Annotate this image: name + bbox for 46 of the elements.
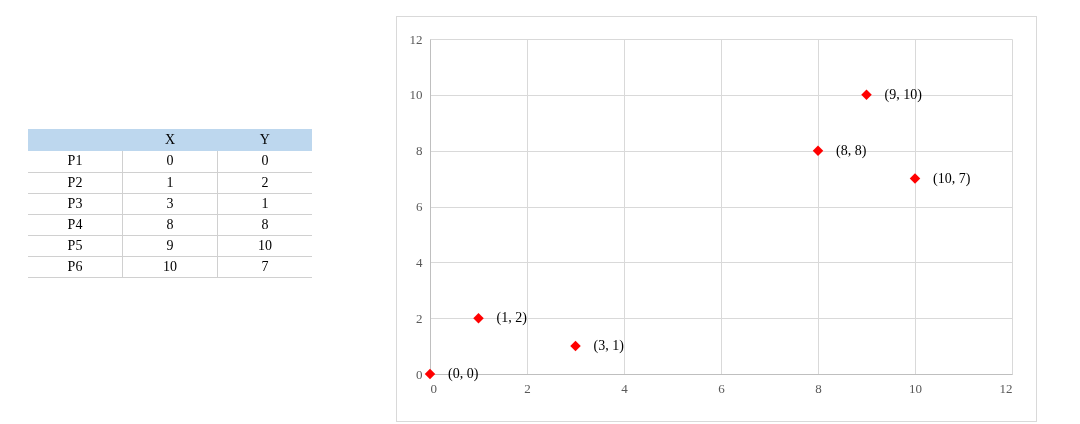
y-tick-label: 0 [416, 366, 423, 382]
data-label: (9, 10) [884, 86, 923, 103]
x-tick-label: 2 [524, 380, 531, 396]
data-label: 3 [122, 193, 218, 214]
y-tick-label: 2 [416, 310, 423, 326]
data-label: 1 [122, 172, 218, 193]
data-label: (0, 0) [448, 366, 479, 382]
data-label: 10 [217, 235, 312, 256]
data-label: 8 [122, 214, 218, 235]
data-label: 10 [122, 256, 218, 277]
data-label: 8 [217, 214, 312, 235]
data-label: 7 [217, 256, 312, 277]
point [473, 312, 484, 324]
point [424, 368, 436, 380]
category-label: P3 [28, 193, 123, 214]
data-label: (3, 1) [593, 338, 625, 355]
y-tick-label: 10 [409, 87, 423, 103]
data-label: (8, 8) [836, 142, 867, 159]
x-tick-label: 10 [909, 380, 922, 396]
data-label: 0 [122, 151, 218, 172]
x-tick-label: 12 [999, 380, 1013, 396]
category-label: P4 [28, 214, 123, 235]
point [861, 89, 872, 101]
data-label: (10, 7) [933, 170, 971, 187]
x-tick-label: 8 [815, 380, 822, 396]
category-label: P2 [28, 172, 123, 193]
data-label: 9 [122, 235, 218, 256]
x-tick-label: 4 [621, 380, 629, 396]
text: X [122, 129, 218, 151]
y-tick-label: 4 [416, 254, 423, 270]
point [570, 340, 581, 352]
x-tick-label: 0 [430, 380, 437, 396]
point [812, 145, 824, 156]
point [909, 173, 921, 184]
y-tick-label: 6 [416, 199, 423, 214]
text: Y [217, 129, 312, 151]
data-label: 0 [217, 151, 312, 172]
data-label: 2 [217, 172, 312, 193]
category-label: P6 [28, 256, 123, 277]
category-label: P1 [28, 151, 123, 172]
data-label: 1 [217, 193, 312, 214]
y-tick-label: 8 [416, 143, 423, 159]
category-label: P5 [28, 235, 123, 256]
x-tick-label: 6 [718, 380, 726, 396]
data-label: (1, 2) [496, 310, 528, 327]
y-tick-label: 12 [409, 31, 423, 47]
